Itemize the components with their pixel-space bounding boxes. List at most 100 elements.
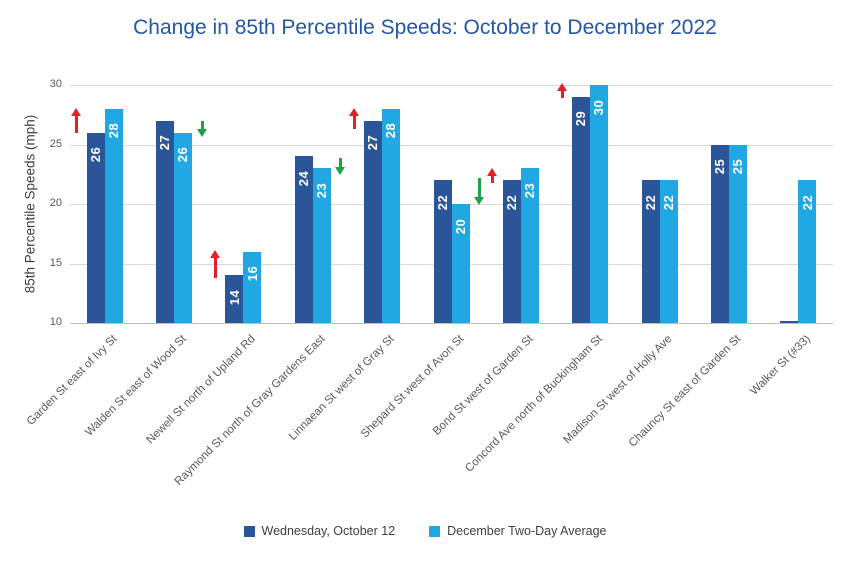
bar-value-label: 22 [660, 185, 678, 219]
arrow-head [196, 129, 207, 138]
category-label-text: Walker St (#33) [748, 333, 813, 398]
category-label-text: Concord Ave north of Buckingham St [462, 333, 605, 475]
bar-value-label: 23 [521, 173, 539, 207]
bar-dark [780, 321, 799, 323]
arrow-stem [213, 256, 217, 278]
arrow-stem [560, 88, 564, 99]
bar-value-label: 22 [798, 185, 816, 219]
y-tick-label: 15 [49, 256, 62, 269]
arrow-head [474, 197, 484, 206]
arrow-head [348, 107, 359, 116]
bar-value-label: 25 [729, 150, 747, 184]
bar-value-label: 26 [87, 138, 105, 172]
bar-dark [572, 96, 591, 323]
bar-value-text: 14 [226, 289, 242, 306]
bar-dark [711, 144, 729, 323]
bar-value-text: 26 [88, 146, 104, 163]
bar-dark [225, 275, 244, 323]
bar-value-label: 24 [295, 161, 313, 195]
bar-value-text: 22 [799, 194, 815, 210]
bar-dark [156, 120, 174, 323]
arrow-stem [478, 177, 481, 200]
up-arrow-icon [556, 82, 568, 99]
y-tick-label: 30 [49, 78, 62, 90]
arrow-head [487, 168, 498, 177]
bar-value-text: 22 [504, 194, 520, 210]
bar-dark [294, 156, 313, 323]
legend-label: Wednesday, October 12 [261, 524, 396, 538]
bar-light [451, 204, 470, 323]
bar-light [243, 251, 262, 323]
up-arrow-icon [209, 250, 221, 278]
bar-value-text: 22 [643, 194, 659, 210]
category-label-text: Raymond St north of Gray Gardens East [172, 333, 328, 488]
arrow-stem [200, 120, 204, 132]
bar-light [590, 85, 609, 323]
arrow-stem [352, 113, 356, 129]
bar-value-text: 16 [244, 265, 260, 282]
bar-value-label: 22 [642, 185, 660, 219]
up-arrow-icon [348, 107, 360, 129]
bar-value-label: 22 [503, 185, 521, 219]
legend-swatch-icon [243, 525, 255, 537]
bar-value-label: 28 [382, 114, 400, 148]
bar-value-text: 22 [435, 194, 450, 210]
gridline-30 [70, 85, 833, 86]
y-tick-label: 25 [49, 137, 62, 150]
bar-value-text: 22 [661, 194, 677, 210]
bar-value-text: 20 [453, 218, 468, 234]
gridline-25 [70, 144, 833, 146]
arrow-head [556, 82, 567, 91]
down-arrow-icon [196, 120, 208, 138]
bar-value-label: 22 [434, 185, 452, 219]
bar-value-label: 28 [105, 114, 123, 148]
bar-dark [641, 180, 660, 323]
bar-light [312, 168, 331, 323]
down-arrow-icon [474, 177, 485, 206]
bar-light [729, 144, 747, 323]
bar-light [104, 108, 123, 323]
arrow-stem [75, 113, 79, 133]
bar-value-label: 20 [452, 209, 470, 243]
bar-dark [86, 132, 105, 323]
legend-item: December Two-Day Average [429, 524, 607, 538]
arrow-head [335, 167, 346, 176]
bar-value-text: 28 [383, 123, 399, 139]
bar-value-label: 27 [364, 126, 382, 160]
bar-light [798, 180, 817, 323]
bar-light [382, 108, 401, 323]
bar-value-label: 30 [590, 90, 608, 124]
bar-value-label: 26 [174, 138, 192, 172]
bar-dark [502, 180, 521, 323]
up-arrow-icon [71, 107, 82, 133]
y-tick-label: 20 [49, 197, 62, 209]
chart-title: Change in 85th Percentile Speeds: Octobe… [133, 16, 717, 39]
bar-dark [433, 180, 452, 323]
legend: Wednesday, October 12 December Two-Day Av… [0, 524, 850, 538]
bar-value-text: 24 [296, 170, 312, 187]
bar-value-label: 29 [572, 102, 590, 136]
legend-swatch-icon [429, 525, 441, 537]
arrow-head [71, 107, 82, 116]
gridline-10 [70, 323, 833, 324]
bar-value-label: 27 [156, 126, 174, 160]
bar-value-text: 28 [106, 123, 122, 139]
arrow-stem [339, 157, 343, 170]
category-label-text: Chauncy St east of Garden St [626, 333, 744, 450]
bar-light [659, 180, 678, 323]
down-arrow-icon [335, 157, 346, 176]
bar-value-label: 16 [243, 257, 261, 291]
bar-light [174, 132, 192, 323]
bar-dark [364, 120, 383, 323]
arrow-head [209, 250, 220, 259]
bar-value-text: 30 [591, 99, 607, 115]
bar-value-text: 25 [730, 158, 746, 175]
arrow-stem [491, 174, 495, 183]
bar-value-text: 27 [365, 134, 381, 151]
bar-value-text: 27 [157, 134, 173, 151]
bar-light [520, 168, 539, 323]
legend-label: December Two-Day Average [447, 524, 607, 538]
bar-value-text: 26 [175, 146, 191, 163]
bar-value-text: 29 [573, 111, 589, 127]
